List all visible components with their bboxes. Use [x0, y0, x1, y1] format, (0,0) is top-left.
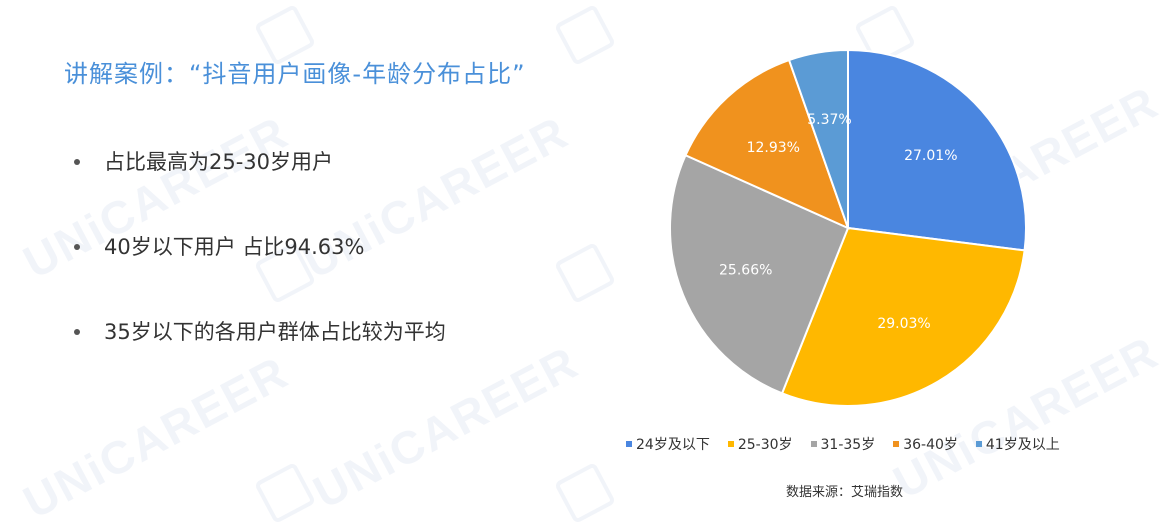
- pie-slice: [847, 48, 1027, 252]
- bullet-dot-icon: [74, 329, 80, 335]
- watermark-logo-icon: [253, 461, 317, 525]
- legend-swatch-icon: [975, 441, 982, 447]
- bullet-text: 占比最高为25-30岁用户: [104, 150, 334, 174]
- legend-label: 41岁及以上: [985, 437, 1060, 453]
- pie-slice: [684, 58, 850, 230]
- legend-swatch-icon: [626, 441, 632, 447]
- bullet-dot-icon: [74, 159, 80, 165]
- slice-data-label: 12.93%: [747, 140, 800, 156]
- watermark-logo-icon: [553, 3, 617, 67]
- legend-label: 25-30岁: [737, 437, 793, 453]
- pie-chart: 27.01% 29.03% 25.66% 12.93% 5.37%: [669, 48, 1027, 407]
- bullet-item: 35岁以下的各用户群体占比较为平均: [74, 310, 446, 354]
- bullet-text: 40岁以下用户 占比94.63%: [104, 235, 365, 259]
- legend-item: 41岁及以上: [975, 434, 1060, 454]
- watermark-logo-icon: [553, 461, 617, 525]
- legend-item: 31-35岁: [810, 434, 876, 454]
- slice-data-label: 25.66%: [719, 262, 772, 278]
- legend-swatch-icon: [893, 441, 900, 447]
- legend-item: 24岁及以下: [626, 434, 710, 454]
- watermark-logo-icon: [553, 241, 617, 305]
- slice-data-label: 29.03%: [877, 316, 930, 332]
- pie-slice: [787, 48, 849, 229]
- legend-swatch-icon: [727, 441, 734, 447]
- chart-legend: 24岁及以下 25-30岁 31-35岁 36-40岁 41岁及以上: [626, 434, 1060, 454]
- pie-slice: [780, 226, 1026, 407]
- legend-item: 36-40岁: [893, 434, 958, 454]
- slice-data-label: 27.01%: [904, 148, 957, 164]
- slide-title: 讲解案例：“抖音用户画像-年龄分布占比”: [64, 60, 526, 88]
- bullet-item: 占比最高为25-30岁用户: [74, 140, 446, 184]
- pie-slice: [669, 153, 850, 395]
- slice-data-label: 5.37%: [807, 112, 851, 128]
- bullet-item: 40岁以下用户 占比94.63%: [74, 225, 446, 269]
- legend-item: 25-30岁: [727, 434, 793, 454]
- data-source: 数据来源：艾瑞指数: [786, 485, 904, 500]
- bullet-text: 35岁以下的各用户群体占比较为平均: [104, 320, 446, 344]
- legend-label: 24岁及以下: [636, 437, 710, 453]
- legend-label: 31-35岁: [820, 437, 876, 453]
- legend-label: 36-40岁: [903, 437, 958, 453]
- legend-swatch-icon: [810, 441, 817, 447]
- bullet-list: 占比最高为25-30岁用户 40岁以下用户 占比94.63% 35岁以下的各用户…: [74, 140, 446, 395]
- bullet-dot-icon: [74, 244, 80, 250]
